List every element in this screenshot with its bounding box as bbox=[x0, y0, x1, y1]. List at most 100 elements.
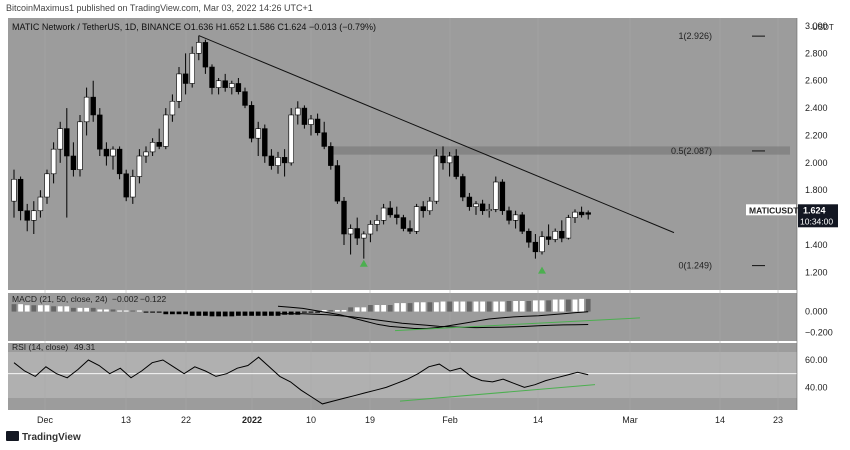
candle-body bbox=[182, 73, 189, 84]
macd-histogram-bar bbox=[156, 311, 162, 313]
price-tick-label: 2.200 bbox=[805, 130, 828, 140]
price-tick-label: 2.800 bbox=[805, 48, 828, 58]
candle-body bbox=[77, 121, 83, 170]
macd-histogram-bar bbox=[295, 311, 301, 315]
macd-histogram-bar bbox=[308, 311, 314, 313]
candle-body bbox=[248, 105, 255, 139]
candle-body bbox=[512, 214, 519, 221]
macd-histogram-bar bbox=[493, 301, 499, 312]
rsi-band bbox=[8, 352, 797, 398]
macd-histogram-bar bbox=[348, 307, 353, 312]
candle-body bbox=[17, 178, 24, 212]
macd-histogram-bar bbox=[546, 300, 551, 312]
macd-histogram-bar bbox=[117, 310, 122, 312]
macd-histogram-bar bbox=[288, 311, 294, 315]
candle-body bbox=[334, 165, 341, 202]
macd-histogram-bar bbox=[189, 311, 195, 316]
green-triangle-marker bbox=[359, 259, 368, 267]
candle-body bbox=[83, 96, 90, 123]
macd-line bbox=[277, 305, 589, 329]
price-tick-label: 1.200 bbox=[805, 267, 828, 277]
candle-body bbox=[255, 128, 261, 139]
macd-histogram-bar bbox=[374, 305, 380, 312]
macd-tick-label: 0.000 bbox=[805, 307, 828, 317]
macd-histogram-bar bbox=[51, 306, 56, 312]
time-tick-label: 14 bbox=[533, 415, 543, 425]
macd-histogram-bar bbox=[24, 305, 30, 312]
time-tick-label: 19 bbox=[365, 415, 375, 425]
macd-value: −0.002 bbox=[112, 294, 139, 304]
candle-body bbox=[156, 142, 162, 147]
rsi-pane[interactable]: RSI (14, close) 49.31 60.00 40.00 bbox=[8, 342, 828, 405]
candle-body bbox=[90, 96, 96, 116]
candle-body bbox=[539, 236, 545, 253]
macd-histogram-bar bbox=[361, 307, 367, 312]
macd-histogram-bar bbox=[453, 301, 459, 312]
candle-body bbox=[486, 209, 492, 212]
ohlc-legend: MATIC Network / TetherUS, 1D, BINANCE O1… bbox=[12, 22, 376, 32]
candle-body bbox=[341, 200, 347, 235]
macd-pane[interactable]: MACD (21, 50, close, 24) −0.002 −0.122 0.00… bbox=[11, 294, 833, 338]
fib-level-label: 0(1.249) bbox=[678, 261, 712, 271]
time-tick-label: Dec bbox=[37, 415, 54, 425]
macd-histogram-bar bbox=[242, 311, 248, 316]
rsi-line bbox=[13, 356, 589, 405]
candle-body bbox=[64, 128, 70, 157]
macd-histogram-bar bbox=[137, 310, 142, 312]
macd-histogram-bar bbox=[71, 307, 76, 312]
macd-histogram-bar bbox=[335, 309, 340, 312]
candle-body bbox=[552, 230, 558, 240]
candle-body bbox=[235, 83, 242, 92]
macd-histogram-bar bbox=[480, 301, 485, 312]
candle-body bbox=[202, 42, 209, 68]
candle-body bbox=[585, 212, 591, 215]
macd-histogram-bar bbox=[236, 311, 241, 316]
macd-divergence-line bbox=[394, 317, 641, 332]
candle-body bbox=[499, 181, 506, 212]
macd-histogram-bar bbox=[315, 311, 320, 313]
legend-part: 1.624 bbox=[284, 22, 307, 32]
macd-histogram-bar bbox=[90, 307, 96, 312]
macd-pane-background bbox=[8, 293, 797, 341]
candle-body bbox=[420, 206, 426, 212]
legend-part: −0.013 (−0.79%) bbox=[309, 22, 376, 32]
candle-body bbox=[44, 173, 50, 198]
candle-body bbox=[301, 107, 308, 125]
candle-body bbox=[427, 200, 433, 212]
macd-histogram-bar bbox=[559, 299, 565, 312]
macd-histogram-bar bbox=[97, 309, 103, 312]
candle-body bbox=[407, 228, 413, 232]
macd-histogram-bar bbox=[31, 305, 37, 312]
macd-histogram-bar bbox=[183, 311, 188, 315]
macd-signal-line bbox=[278, 313, 589, 329]
legend-part: C bbox=[277, 22, 284, 32]
macd-histogram-bar bbox=[473, 301, 479, 312]
price-tick-label: 3.000 bbox=[805, 21, 828, 31]
chart-canvas[interactable]: 1(2.926) 0.5(2.087) 0(1.249) MACD (21, 50,… bbox=[0, 16, 850, 431]
candle-body bbox=[559, 230, 565, 239]
macd-histogram-bar bbox=[460, 301, 466, 312]
macd-histogram-bar bbox=[255, 311, 261, 316]
candle-body bbox=[328, 146, 334, 166]
macd-histogram-bar bbox=[552, 299, 558, 312]
macd-histogram-bar bbox=[500, 301, 505, 312]
macd-histogram-bar bbox=[262, 311, 268, 316]
candle-body bbox=[143, 151, 149, 157]
green-triangle-marker bbox=[538, 266, 546, 274]
candle-body bbox=[288, 114, 294, 164]
time-tick-label: 10 bbox=[306, 415, 316, 425]
candle-body bbox=[163, 114, 169, 147]
symbol-tag-text: MATICUSDT bbox=[749, 205, 799, 215]
macd-histogram-bar bbox=[513, 301, 518, 312]
price-pane[interactable]: 1(2.926) 0.5(2.087) 0(1.249) bbox=[11, 31, 790, 274]
symbol-tag-box bbox=[746, 204, 796, 216]
candle-body bbox=[361, 233, 367, 239]
candle-body bbox=[229, 83, 235, 88]
candle-body bbox=[222, 80, 228, 88]
macd-histogram-bar bbox=[143, 311, 149, 313]
resistance-zone bbox=[330, 146, 790, 155]
macd-label: MACD (21, 50, close, 24) bbox=[12, 294, 108, 304]
footer-brand: TradingView bbox=[22, 432, 81, 443]
macd-histogram-bar bbox=[447, 301, 452, 312]
macd-histogram-bar bbox=[381, 305, 386, 312]
